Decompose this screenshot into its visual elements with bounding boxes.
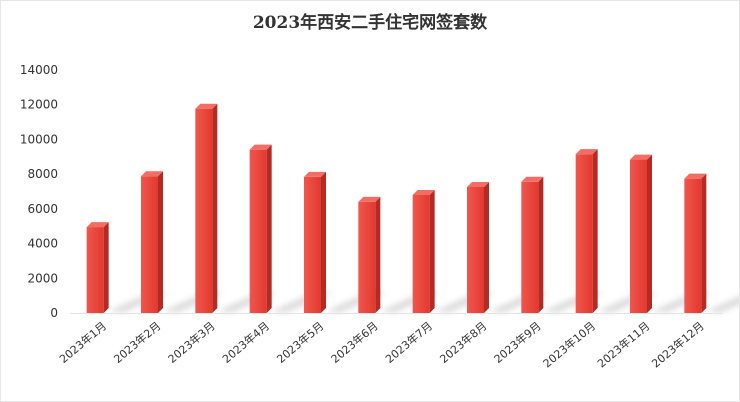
bar (86, 222, 109, 313)
bar-top (141, 171, 163, 177)
bar-side (375, 196, 381, 313)
y-tick-label: 12000 (20, 98, 58, 112)
bar-top (521, 176, 544, 182)
bar-side (538, 176, 544, 313)
y-tick-label: 8000 (27, 167, 58, 181)
x-tick-label: 2023年6月 (328, 319, 381, 366)
bar-front (521, 181, 539, 313)
bar-front (358, 201, 376, 313)
bar-side (158, 171, 163, 313)
bar-top (249, 144, 272, 150)
x-tick-label: 2023年1月 (56, 319, 109, 366)
y-tick-label: 4000 (27, 237, 58, 251)
bar (141, 171, 163, 313)
bar-side (103, 222, 109, 313)
bar-front (630, 159, 647, 313)
bar (521, 176, 544, 313)
bar-side (212, 103, 218, 314)
bar-top (412, 189, 435, 195)
bar-front (412, 194, 430, 313)
chart-title: 2023年西安二手住宅网签套数 (252, 13, 488, 33)
bar-top (630, 154, 652, 160)
bar-front (684, 178, 702, 313)
bar-top (467, 181, 489, 187)
x-tick-label: 2023年4月 (219, 319, 272, 366)
bar-side (429, 189, 435, 313)
bar-front (304, 176, 321, 313)
bar (358, 196, 381, 313)
bar-side (266, 144, 272, 313)
bar-top (358, 196, 381, 202)
x-tick-label: 2023年11月 (594, 319, 652, 371)
bar-side (647, 154, 652, 313)
bar (630, 154, 652, 313)
x-tick-label: 2023年8月 (437, 319, 490, 366)
bar (195, 103, 218, 314)
bar-side (484, 181, 489, 313)
bar-top (195, 103, 218, 109)
y-axis: 0 2000 4000 6000 8000 10000 12000 14000 (20, 63, 722, 320)
y-tick-label: 2000 (27, 271, 58, 285)
x-tick-label: 2023年7月 (382, 319, 435, 366)
bar (304, 171, 326, 313)
bar (575, 149, 598, 313)
x-axis-labels: 2023年1月 2023年2月 2023年3月 2023年4月 2023年5月 2023年… (56, 319, 706, 371)
bar-front (575, 154, 593, 313)
bar (684, 173, 707, 313)
bar-side (701, 173, 707, 313)
y-tick-label: 10000 (20, 132, 58, 146)
bar-front (86, 227, 104, 313)
bar (467, 181, 489, 313)
y-tick-label: 0 (50, 306, 58, 320)
x-tick-label: 2023年5月 (274, 319, 327, 366)
bar-front (249, 149, 267, 313)
x-tick-label: 2023年3月 (165, 319, 218, 366)
y-tick-label: 14000 (20, 63, 58, 77)
x-tick-label: 2023年2月 (111, 319, 164, 366)
bar-top (684, 173, 707, 179)
bar-front (195, 108, 213, 314)
bar (412, 189, 435, 313)
bar-front (141, 176, 158, 313)
bar-side (592, 149, 598, 313)
x-tick-label: 2023年9月 (491, 319, 544, 366)
y-tick-label: 6000 (27, 202, 58, 216)
bar-shadow (706, 295, 740, 313)
bar-front (467, 186, 484, 313)
bar-top (575, 149, 598, 155)
x-tick-label: 2023年12月 (649, 319, 707, 371)
x-tick-label: 2023年10月 (540, 319, 598, 371)
bar (249, 144, 272, 313)
bar-side (321, 171, 326, 313)
bar-top (304, 171, 326, 177)
bars (86, 103, 707, 314)
bar-top (86, 222, 109, 228)
